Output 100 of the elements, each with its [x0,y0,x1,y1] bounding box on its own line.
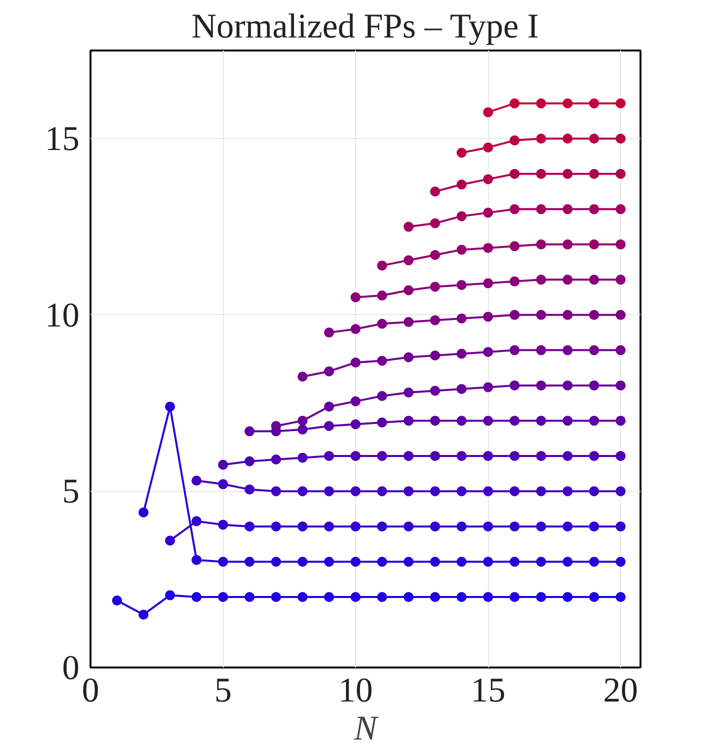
point [271,420,282,431]
point [562,239,573,250]
point [536,168,546,179]
point [430,450,440,461]
point [483,174,494,184]
point [377,356,388,366]
point [562,98,573,108]
point [483,450,494,461]
point [510,450,520,461]
point [456,592,467,602]
point [456,280,467,290]
point [616,486,626,496]
point [456,486,467,496]
point [430,416,440,426]
point [483,592,494,602]
point [510,345,520,356]
point [456,211,467,222]
point [589,345,600,356]
point [377,450,388,461]
point [589,134,600,144]
point [165,536,176,546]
x-tick-label: 5 [214,672,232,710]
point [138,610,149,620]
point [510,556,520,567]
point [192,516,202,526]
point [456,450,467,461]
point [456,348,467,359]
point [324,592,334,602]
point [536,450,546,461]
point [510,135,520,146]
point [483,346,494,357]
point [404,592,414,602]
point [589,592,600,602]
point [483,142,494,152]
point [589,310,600,320]
point [510,310,520,320]
point [192,592,202,602]
point [271,556,282,567]
point [404,521,414,532]
point [456,313,467,324]
point [377,486,388,496]
point [377,391,388,402]
point [616,204,626,214]
point [536,521,546,532]
point [430,282,440,292]
chart-title: Normalized FPs – Type I [192,8,539,46]
point [536,239,546,250]
point [562,380,573,390]
point [430,250,440,260]
point [616,450,626,461]
point [298,592,308,602]
y-tick-label: 15 [44,120,80,158]
point [377,290,388,301]
point [430,521,440,532]
point [350,556,361,567]
point [324,556,334,567]
x-tick-label: 20 [603,672,638,710]
point [218,479,228,490]
point [562,556,573,567]
point [298,452,308,463]
point [404,352,414,362]
point [589,416,600,426]
point [456,244,467,255]
point [350,324,361,334]
point [350,292,361,302]
point [616,592,626,602]
point [616,416,626,426]
point [298,372,308,382]
point [430,486,440,496]
point [510,521,520,532]
point [483,208,494,218]
point [350,521,361,532]
point [483,312,494,322]
point [324,486,334,496]
point [430,218,440,228]
point [456,384,467,394]
point [456,148,467,158]
point [430,315,440,326]
point [218,460,228,470]
point [218,592,228,602]
point [298,556,308,567]
point [483,382,494,392]
point [298,486,308,496]
point [589,239,600,250]
point [562,450,573,461]
point [192,554,202,565]
point [377,417,388,428]
point [536,486,546,496]
point [510,168,520,179]
point [483,242,494,253]
point [562,168,573,179]
point [536,345,546,356]
point [616,98,626,108]
point [404,388,414,398]
point [430,186,440,197]
point [244,426,255,436]
point [404,255,414,266]
x-tick-label: 15 [470,672,506,710]
point [456,521,467,532]
point [510,98,520,108]
